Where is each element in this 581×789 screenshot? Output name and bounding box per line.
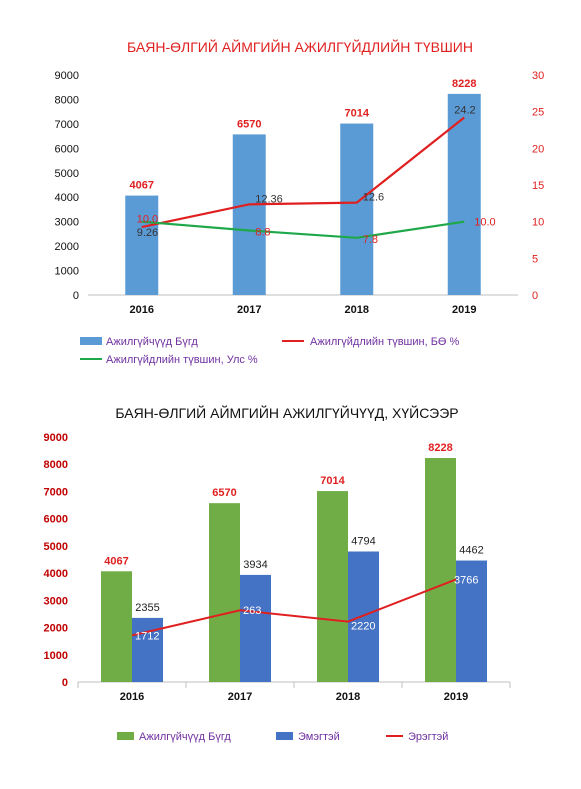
y-tick-label: 3000 (44, 595, 68, 607)
y-tick-label: 1000 (44, 650, 68, 662)
legend-label: Ажилгүйдлийн түвшин, Улс % (106, 354, 258, 366)
bar-total (125, 195, 159, 295)
legend-label: Эмэгтэй (298, 731, 340, 743)
male-data-label: 263 (243, 605, 261, 617)
y-right-tick-label: 25 (532, 107, 544, 119)
aimag-rate-data-label: 12.36 (255, 193, 283, 205)
aimag-rate-line (141, 116, 465, 229)
chart2-title: БАЯН-ӨЛГИЙ АЙМГИЙН АЖИЛГҮЙЧҮҮД, ХҮЙСЭЭР (115, 404, 458, 421)
y-right-tick-label: 0 (532, 290, 538, 302)
x-tick-label: 2017 (237, 304, 261, 316)
bar-total (101, 571, 132, 682)
y-left-tick-label: 7000 (55, 119, 79, 131)
bar-female (456, 560, 487, 682)
bar-female (132, 617, 163, 682)
national-rate-data-label: 10.0 (474, 217, 495, 229)
unemployed-by-sex-chart: БАЯН-ӨЛГИЙ АЙМГИЙН АЖИЛГҮЙЧҮҮД, ХҮЙСЭЭР … (44, 404, 511, 743)
bar-female-data-label: 4462 (459, 545, 483, 557)
bar-total (317, 491, 348, 682)
y-tick-label: 9000 (44, 432, 68, 444)
y-left-tick-label: 2000 (55, 241, 79, 253)
bar-total-data-label: 7014 (320, 475, 345, 487)
x-tick-label: 2017 (228, 691, 252, 703)
x-tick-label: 2016 (120, 691, 144, 703)
aimag-rate-data-label: 9.26 (137, 227, 158, 239)
legend-label: Ажилгүйдлийн түвшин, БӨ % (310, 336, 460, 348)
male-data-label: 1712 (135, 630, 159, 642)
y-tick-label: 7000 (44, 486, 68, 498)
legend-label: Ажилгүйчүүд Бүгд (139, 731, 231, 743)
x-tick-label: 2019 (452, 304, 476, 316)
legend-swatch-bar (117, 732, 134, 740)
bar-female (240, 574, 271, 682)
y-right-tick-label: 10 (532, 217, 544, 229)
aimag-rate-data-label: 24.2 (454, 105, 475, 117)
unemployment-rate-chart: БАЯН-ӨЛГИЙ АЙМГИЙН АЖИЛГҮЙДЛИЙН ТҮВШИН 0… (55, 38, 545, 366)
bar-total-data-label: 6570 (237, 118, 261, 130)
y-right-tick-label: 5 (532, 253, 538, 265)
national-rate-data-label: 8.8 (255, 226, 270, 238)
national-rate-data-label: 10.0 (137, 214, 158, 226)
bar-total-data-label: 4067 (104, 555, 128, 567)
male-data-label: 3766 (454, 574, 478, 586)
national-rate-line (141, 220, 465, 239)
bar-total (340, 123, 374, 296)
y-tick-label: 0 (62, 677, 68, 689)
legend-label: Ажилгүйчүүд Бүгд (106, 336, 198, 348)
male-data-label: 2220 (351, 621, 375, 633)
x-tick-label: 2019 (444, 691, 468, 703)
bar-total (209, 503, 240, 682)
legend-label: Эрэгтэй (408, 731, 448, 743)
bar-female-data-label: 4794 (351, 535, 375, 547)
y-tick-label: 2000 (44, 623, 68, 635)
male-line (131, 578, 457, 637)
aimag-rate-data-label: 12.6 (363, 192, 384, 204)
bar-female (348, 551, 379, 682)
chart1-title: БАЯН-ӨЛГИЙ АЙМГИЙН АЖИЛГҮЙДЛИЙН ТҮВШИН (127, 38, 473, 55)
y-tick-label: 6000 (44, 514, 68, 526)
bar-female-data-label: 3934 (243, 559, 267, 571)
y-left-tick-label: 4000 (55, 192, 79, 204)
national-rate-data-label: 7.8 (363, 234, 378, 246)
bar-total-data-label: 4067 (130, 180, 154, 192)
legend-swatch-bar (276, 732, 293, 740)
y-right-tick-label: 15 (532, 180, 544, 192)
y-left-tick-label: 8000 (55, 94, 79, 106)
bar-total (447, 93, 481, 295)
bar-total-data-label: 6570 (212, 487, 236, 499)
bar-female-data-label: 2355 (135, 602, 159, 614)
y-left-tick-label: 1000 (55, 266, 79, 278)
legend-swatch-bar (80, 337, 102, 345)
y-tick-label: 8000 (44, 459, 68, 471)
y-tick-label: 4000 (44, 568, 68, 580)
bar-total-data-label: 8228 (428, 442, 452, 454)
bar-total (425, 458, 456, 682)
x-tick-label: 2018 (336, 691, 360, 703)
y-left-tick-label: 6000 (55, 143, 79, 155)
bar-total (232, 134, 266, 295)
x-tick-label: 2018 (345, 304, 369, 316)
bar-total-data-label: 7014 (345, 108, 370, 120)
x-tick-label: 2016 (130, 304, 154, 316)
y-left-tick-label: 9000 (55, 70, 79, 82)
y-right-tick-label: 20 (532, 143, 544, 155)
y-left-tick-label: 3000 (55, 217, 79, 229)
y-right-tick-label: 30 (532, 70, 544, 82)
y-left-tick-label: 0 (73, 290, 79, 302)
bar-total-data-label: 8228 (452, 78, 476, 90)
y-tick-label: 5000 (44, 541, 68, 553)
y-left-tick-label: 5000 (55, 168, 79, 180)
